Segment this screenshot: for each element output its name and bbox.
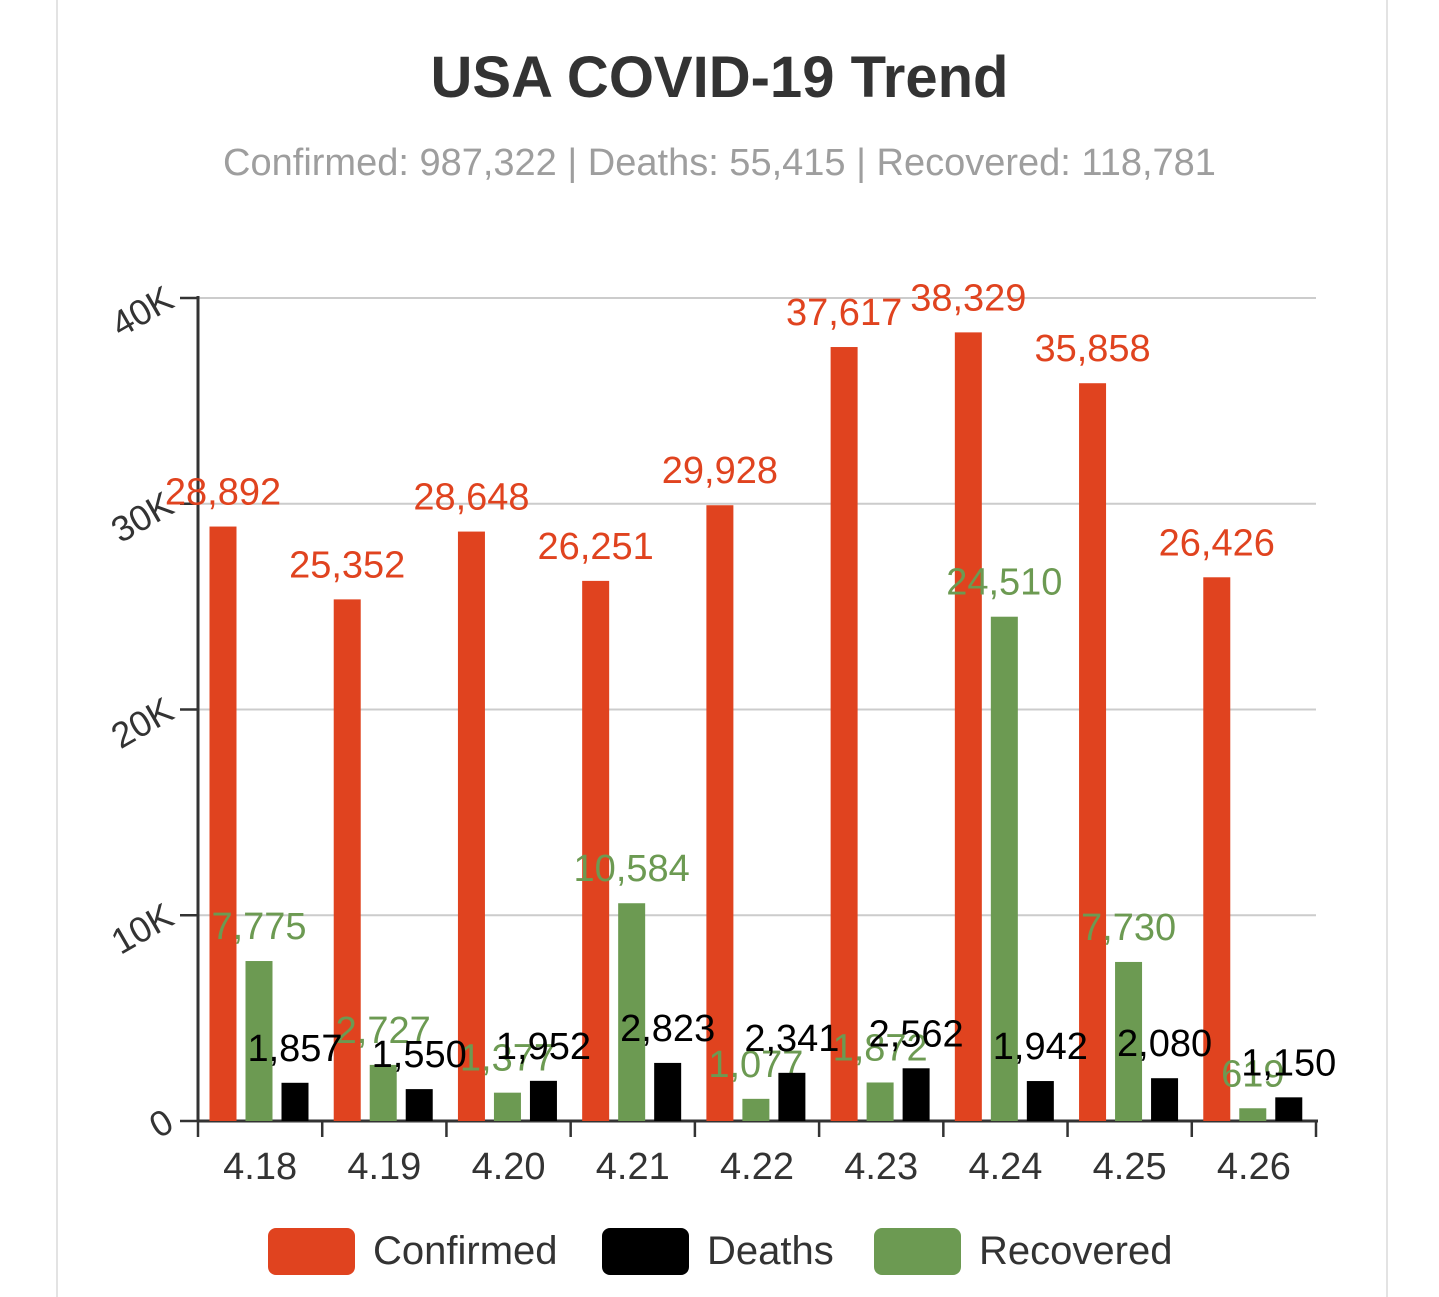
data-label-recovered: 10,584	[574, 848, 690, 890]
data-label-recovered: 7,730	[1081, 907, 1176, 949]
bar-deaths[interactable]	[902, 1068, 930, 1121]
data-label-deaths: 2,080	[1117, 1023, 1212, 1065]
legend-swatch-deaths[interactable]	[602, 1228, 689, 1275]
data-label-deaths: 1,857	[247, 1028, 342, 1070]
legend-label-deaths: Deaths	[707, 1229, 834, 1273]
bar-recovered[interactable]	[866, 1082, 894, 1121]
x-tick-label: 4.24	[968, 1146, 1042, 1188]
bar-recovered[interactable]	[1115, 961, 1143, 1121]
data-label-deaths: 1,942	[993, 1026, 1088, 1068]
bar-confirmed[interactable]	[1079, 383, 1107, 1121]
bar-recovered[interactable]	[742, 1098, 770, 1121]
bar-confirmed[interactable]	[1203, 577, 1231, 1121]
data-label-confirmed: 28,648	[413, 477, 529, 519]
data-label-deaths: 1,550	[372, 1034, 467, 1076]
bar-recovered[interactable]	[369, 1064, 397, 1121]
data-label-deaths: 2,823	[620, 1008, 715, 1050]
data-label-deaths: 1,952	[496, 1026, 591, 1068]
bar-deaths[interactable]	[1026, 1081, 1054, 1121]
bar-confirmed[interactable]	[830, 347, 858, 1121]
data-label-confirmed: 25,352	[289, 544, 405, 586]
y-tick-label: 20K	[104, 689, 180, 757]
bar-deaths[interactable]	[281, 1082, 309, 1121]
x-tick-label: 4.21	[596, 1146, 670, 1188]
legend-label-confirmed: Confirmed	[373, 1229, 558, 1273]
x-tick-label: 4.23	[844, 1146, 918, 1188]
bar-recovered[interactable]	[493, 1092, 521, 1121]
x-tick-label: 4.19	[347, 1146, 421, 1188]
x-tick-label: 4.25	[1093, 1146, 1167, 1188]
data-label-recovered: 1,377	[460, 1038, 555, 1080]
data-label-confirmed: 38,329	[910, 277, 1026, 319]
bar-confirmed[interactable]	[209, 526, 237, 1121]
bar-confirmed[interactable]	[333, 599, 361, 1121]
legend-swatch-recovered[interactable]	[874, 1228, 961, 1275]
data-label-recovered: 2,727	[336, 1010, 431, 1052]
bar-recovered[interactable]	[245, 961, 273, 1121]
legend-swatch-confirmed[interactable]	[268, 1228, 355, 1275]
legend-label-recovered: Recovered	[979, 1229, 1172, 1273]
x-tick-label: 4.26	[1217, 1146, 1291, 1188]
data-label-deaths: 1,150	[1241, 1042, 1336, 1084]
data-label-confirmed: 26,426	[1159, 522, 1275, 564]
chart-subtitle: Confirmed: 987,322 | Deaths: 55,415 | Re…	[223, 142, 1216, 184]
data-label-deaths: 2,341	[744, 1018, 839, 1060]
y-tick-label: 10K	[104, 895, 180, 963]
bar-deaths[interactable]	[654, 1062, 682, 1121]
data-label-deaths: 2,562	[869, 1013, 964, 1055]
data-label-recovered: 619	[1221, 1053, 1284, 1095]
bar-deaths[interactable]	[1151, 1078, 1179, 1121]
bar-recovered[interactable]	[990, 616, 1018, 1121]
bar-confirmed[interactable]	[954, 332, 982, 1121]
data-label-confirmed: 29,928	[662, 450, 778, 492]
x-tick-label: 4.22	[720, 1146, 794, 1188]
bar-confirmed[interactable]	[706, 505, 734, 1121]
bar-deaths[interactable]	[529, 1080, 557, 1121]
x-tick-label: 4.18	[223, 1146, 297, 1188]
chart-title: USA COVID-19 Trend	[430, 45, 1009, 110]
data-label-recovered: 1,872	[833, 1027, 928, 1069]
x-tick-label: 4.20	[472, 1146, 546, 1188]
bar-recovered[interactable]	[1239, 1108, 1267, 1121]
bar-confirmed[interactable]	[457, 531, 485, 1121]
bar-confirmed[interactable]	[582, 580, 610, 1121]
data-label-confirmed: 28,892	[165, 472, 281, 514]
bar-recovered[interactable]	[618, 903, 646, 1121]
data-label-confirmed: 37,617	[786, 292, 902, 334]
data-label-recovered: 7,775	[211, 906, 306, 948]
y-tick-label: 40K	[104, 277, 180, 345]
bar-deaths[interactable]	[405, 1089, 433, 1121]
data-label-recovered: 24,510	[946, 562, 1062, 604]
data-label-confirmed: 26,251	[538, 526, 654, 568]
y-tick-label: 0	[142, 1100, 180, 1146]
data-label-confirmed: 35,858	[1034, 328, 1150, 370]
bar-deaths[interactable]	[1275, 1097, 1303, 1121]
bar-deaths[interactable]	[778, 1072, 806, 1121]
